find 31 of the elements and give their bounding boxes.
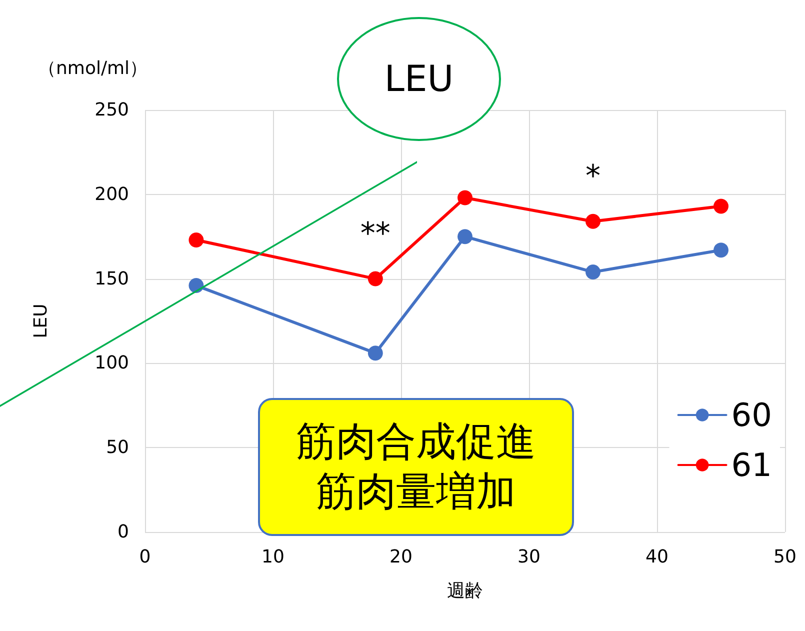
point	[368, 346, 383, 361]
annotation: *	[586, 158, 600, 194]
point	[458, 229, 472, 244]
y-tick-label: 100	[94, 352, 129, 374]
legend-label: 60	[731, 396, 772, 434]
point	[714, 242, 728, 258]
legend-label: 61	[731, 446, 772, 484]
y-tick-label: 0	[118, 522, 129, 542]
point	[586, 214, 600, 229]
x-tick-label: 0	[139, 546, 151, 568]
text: LEU	[384, 58, 454, 100]
text: （nmol/ml）	[38, 57, 148, 80]
y-tick-label: 200	[94, 184, 129, 205]
x-tick-label: 40	[646, 546, 668, 568]
y-tick-label: 150	[94, 268, 129, 290]
y-axis-title: LEU	[30, 304, 52, 338]
annotation: 筋肉合成促進	[296, 418, 536, 467]
annotation: **	[360, 216, 390, 252]
y-tick-label: 250	[94, 100, 129, 120]
annotation: 筋肉量増加	[316, 468, 516, 517]
x-tick-label: 50	[774, 546, 796, 568]
x-tick-label: 30	[518, 546, 540, 568]
point	[188, 232, 204, 248]
x-tick-label: 10	[262, 546, 284, 568]
y-tick-label: 50	[106, 437, 129, 458]
point	[714, 198, 728, 214]
x-tick-label: 20	[390, 546, 412, 568]
x-axis-title: 週齢	[447, 580, 483, 602]
point	[458, 190, 472, 206]
point	[368, 271, 383, 286]
point	[586, 264, 600, 280]
